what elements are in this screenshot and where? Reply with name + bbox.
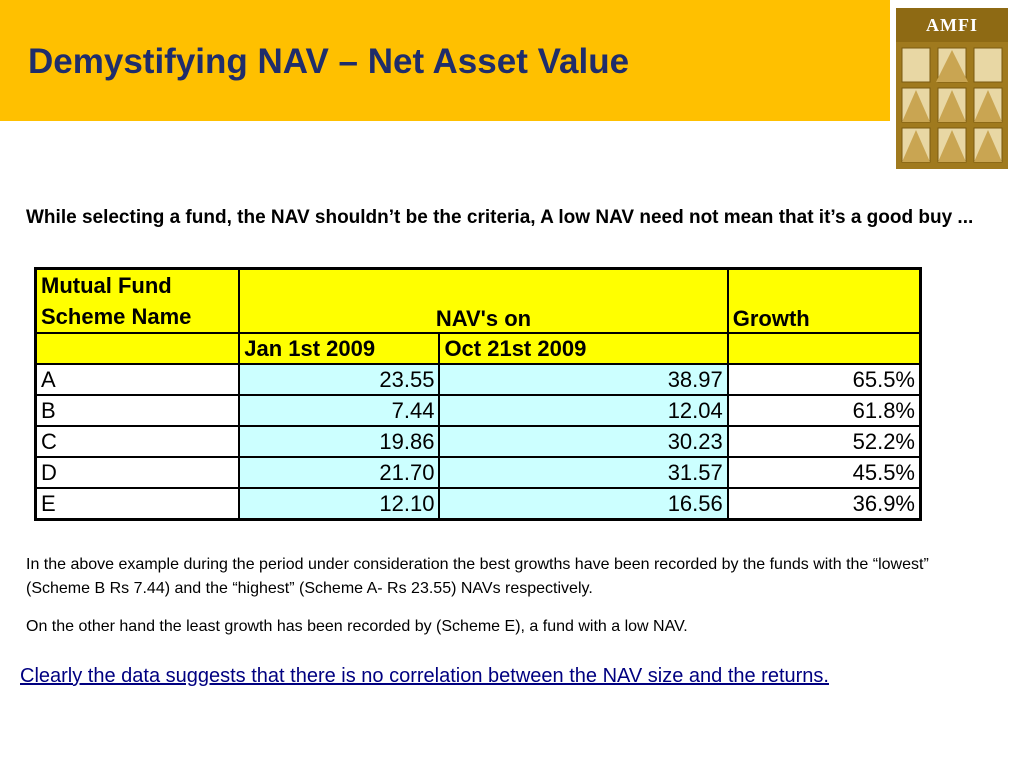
subheader-blank — [34, 332, 241, 365]
analysis-paragraph-1: In the above example during the period u… — [26, 556, 929, 597]
table-subheader-row: Jan 1st 2009 Oct 21st 2009 — [34, 332, 922, 365]
header-band — [0, 0, 890, 121]
analysis-paragraph-2: On the other hand the least growth has b… — [26, 618, 688, 635]
nav-oct: 30.23 — [438, 425, 729, 458]
nav-jan: 7.44 — [238, 394, 441, 427]
table-row: A 23.55 38.97 65.5% — [34, 363, 922, 396]
header-scheme-name-line2: Scheme Name — [41, 304, 192, 329]
scheme-name: B — [34, 394, 241, 427]
table-row: E 12.10 16.56 36.9% — [34, 487, 922, 521]
table-header-row: Mutual Fund Scheme Name NAV's on Growth — [34, 267, 922, 334]
growth-value: 45.5% — [726, 456, 922, 489]
growth-value: 52.2% — [726, 425, 922, 458]
nav-comparison-table: Mutual Fund Scheme Name NAV's on Growth … — [34, 267, 922, 521]
growth-value: 61.8% — [726, 394, 922, 427]
nav-jan: 21.70 — [238, 456, 441, 489]
header-growth: Growth — [726, 267, 922, 334]
header-scheme-name-line1: Mutual Fund — [41, 273, 172, 298]
nav-oct: 38.97 — [438, 363, 729, 396]
nav-oct: 16.56 — [438, 487, 729, 521]
subheader-growth-blank — [726, 332, 922, 365]
scheme-name: A — [34, 363, 241, 396]
header-nav-on: NAV's on — [238, 267, 729, 334]
slide-title: Demystifying NAV – Net Asset Value — [28, 42, 630, 81]
scheme-name: D — [34, 456, 241, 489]
logo-text: AMFI — [896, 8, 1008, 42]
scheme-name: E — [34, 487, 241, 521]
nav-jan: 12.10 — [238, 487, 441, 521]
table-row: D 21.70 31.57 45.5% — [34, 456, 922, 489]
growth-value: 65.5% — [726, 363, 922, 396]
header-scheme-name: Mutual Fund Scheme Name — [34, 267, 241, 334]
table-row: C 19.86 30.23 52.2% — [34, 425, 922, 458]
scheme-name: C — [34, 425, 241, 458]
nav-jan: 19.86 — [238, 425, 441, 458]
intro-statement: While selecting a fund, the NAV shouldn’… — [26, 207, 974, 228]
growth-value: 36.9% — [726, 487, 922, 521]
nav-jan: 23.55 — [238, 363, 441, 396]
subheader-jan-2009: Jan 1st 2009 — [238, 332, 441, 365]
conclusion-statement: Clearly the data suggests that there is … — [20, 665, 829, 687]
subheader-oct-2009: Oct 21st 2009 — [438, 332, 729, 365]
table-row: B 7.44 12.04 61.8% — [34, 394, 922, 427]
amfi-logo: AMFI — [896, 8, 1008, 169]
nav-oct: 31.57 — [438, 456, 729, 489]
nav-oct: 12.04 — [438, 394, 729, 427]
pyramid-logo-icon — [896, 42, 1008, 169]
